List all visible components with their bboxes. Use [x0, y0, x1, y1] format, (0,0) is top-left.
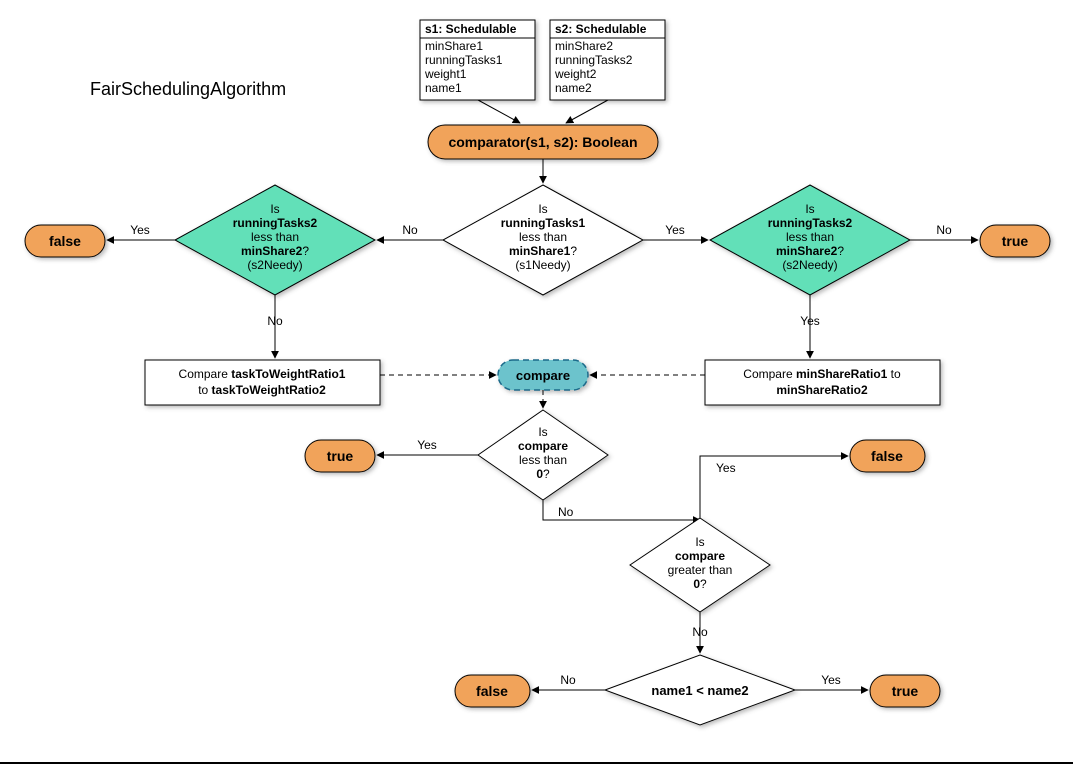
- input-s2-f0: minShare2: [555, 39, 613, 53]
- svg-text:less than: less than: [251, 230, 299, 244]
- svg-text:minShare2?: minShare2?: [241, 244, 309, 258]
- result-false-name-label: false: [476, 683, 508, 699]
- svg-text:Is: Is: [538, 425, 547, 439]
- svg-text:Is: Is: [805, 202, 814, 216]
- svg-text:Is: Is: [270, 202, 279, 216]
- input-s2-f2: weight2: [554, 67, 597, 81]
- input-s2-header: s2: Schedulable: [555, 22, 647, 36]
- result-true-name: true: [870, 675, 940, 707]
- decision-s1needy: Is runningTasks1 less than minShare1? (s…: [443, 185, 643, 295]
- svg-text:greater than: greater than: [668, 563, 733, 577]
- svg-text:less than: less than: [519, 453, 567, 467]
- edge-label-yes5: Yes: [716, 461, 736, 475]
- result-true-name-label: true: [892, 683, 919, 699]
- svg-text:less than: less than: [519, 230, 567, 244]
- edge-label-yes1: Yes: [665, 223, 685, 237]
- decision-s2needy-right: Is runningTasks2 less than minShare2? (s…: [710, 185, 910, 295]
- svg-text:runningTasks2: runningTasks2: [768, 216, 853, 230]
- result-true-right: true: [980, 225, 1050, 257]
- compare-node: compare: [498, 360, 588, 390]
- svg-text:compare: compare: [518, 439, 568, 453]
- edge-label-no2: No: [936, 223, 952, 237]
- flowchart-canvas: FairSchedulingAlgorithm s1: Schedulable …: [0, 0, 1073, 765]
- edge-s2-comparator: [566, 100, 608, 123]
- result-true-lt0-label: true: [327, 448, 354, 464]
- svg-text:Yes: Yes: [821, 673, 841, 687]
- result-false-name: false: [455, 675, 530, 707]
- input-s1-f3: name1: [425, 81, 462, 95]
- compare-label: compare: [516, 368, 570, 383]
- svg-text:0?: 0?: [693, 577, 707, 591]
- edge-label-yes2: Yes: [130, 223, 150, 237]
- svg-text:(s1Needy): (s1Needy): [515, 258, 570, 272]
- decision-name-compare: name1 < name2: [605, 655, 795, 725]
- svg-text:runningTasks1: runningTasks1: [501, 216, 586, 230]
- svg-text:compare: compare: [675, 549, 725, 563]
- edge-label-yes3: Yes: [800, 314, 820, 328]
- diagram-title: FairSchedulingAlgorithm: [90, 79, 286, 99]
- input-s2: s2: Schedulable minShare2 runningTasks2 …: [550, 20, 665, 100]
- svg-text:name1 < name2: name1 < name2: [651, 683, 748, 698]
- result-false-gt0-label: false: [871, 448, 903, 464]
- svg-text:minShare1?: minShare1?: [509, 244, 577, 258]
- result-false-left-label: false: [49, 233, 81, 249]
- edge-label-no5: No: [692, 625, 708, 639]
- svg-text:to taskToWeightRatio2: to taskToWeightRatio2: [198, 383, 326, 397]
- input-s2-f3: name2: [555, 81, 592, 95]
- comparator-node: comparator(s1, s2): Boolean: [428, 125, 658, 159]
- input-s1-header: s1: Schedulable: [425, 22, 517, 36]
- decision-compare-lt0: Is compare less than 0?: [478, 410, 608, 500]
- svg-text:Is: Is: [538, 202, 547, 216]
- decision-compare-gt0: Is compare greater than 0?: [630, 518, 770, 612]
- svg-text:Compare minShareRatio1 to: Compare minShareRatio1 to: [743, 367, 901, 381]
- box-min-share-ratio: Compare minShareRatio1 to minShareRatio2: [705, 360, 940, 405]
- edge-label-no1: No: [402, 223, 418, 237]
- comparator-label: comparator(s1, s2): Boolean: [448, 134, 637, 150]
- result-false-gt0: false: [850, 440, 925, 472]
- decision-s2needy-left: Is runningTasks2 less than minShare2? (s…: [175, 185, 375, 295]
- svg-text:(s2Needy): (s2Needy): [247, 258, 302, 272]
- svg-text:(s2Needy): (s2Needy): [782, 258, 837, 272]
- input-s1-f2: weight1: [424, 67, 467, 81]
- box-task-weight-ratio: Compare taskToWeightRatio1 to taskToWeig…: [145, 360, 380, 405]
- svg-text:minShare2?: minShare2?: [776, 244, 844, 258]
- svg-text:No: No: [560, 673, 576, 687]
- svg-text:Compare taskToWeightRatio1: Compare taskToWeightRatio1: [179, 367, 346, 381]
- result-true-right-label: true: [1002, 233, 1029, 249]
- edge-label-no3: No: [267, 314, 283, 328]
- input-s2-f1: runningTasks2: [555, 53, 633, 67]
- input-s1-f1: runningTasks1: [425, 53, 503, 67]
- result-true-lt0: true: [305, 440, 375, 472]
- input-s1: s1: Schedulable minShare1 runningTasks1 …: [420, 20, 535, 100]
- edge-label-yes4: Yes: [417, 438, 437, 452]
- svg-text:runningTasks2: runningTasks2: [233, 216, 318, 230]
- svg-text:minShareRatio2: minShareRatio2: [776, 383, 868, 397]
- edge-label-no4: No: [558, 505, 574, 519]
- svg-text:Is: Is: [695, 535, 704, 549]
- svg-text:less than: less than: [786, 230, 834, 244]
- result-false-left: false: [25, 225, 105, 257]
- svg-text:0?: 0?: [536, 467, 550, 481]
- edge-s1-comparator: [478, 100, 520, 123]
- input-s1-f0: minShare1: [425, 39, 483, 53]
